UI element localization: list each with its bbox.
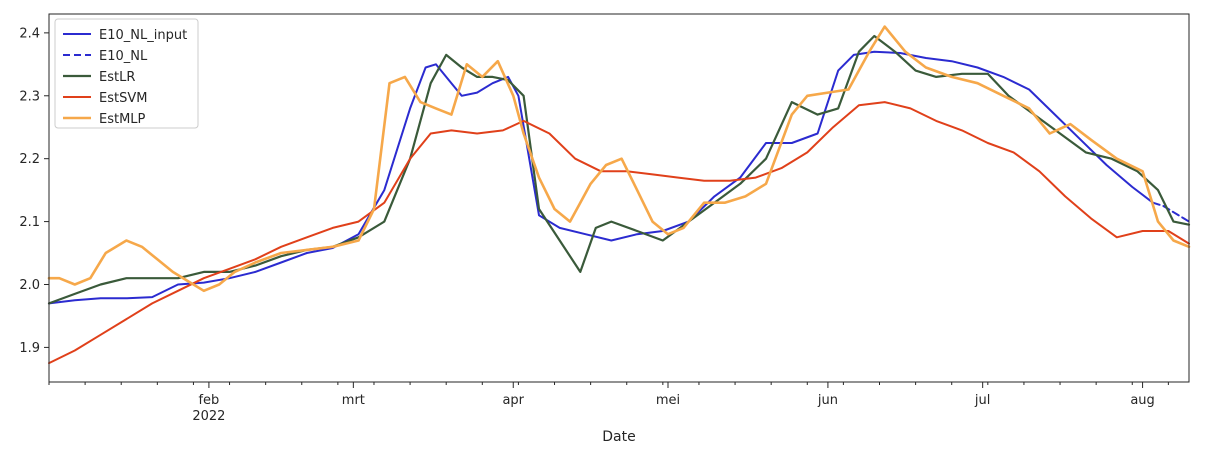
y-tick-label: 2.1 <box>19 215 40 230</box>
x-axis-title: Date <box>602 429 635 445</box>
series-line-estlr <box>47 34 1191 305</box>
legend-label: EstLR <box>99 70 135 85</box>
x-tick-label: jul <box>974 393 990 408</box>
legend-label: E10_NL_input <box>99 28 187 43</box>
x-tick-label: mrt <box>342 393 365 408</box>
y-tick-label: 1.9 <box>19 341 40 356</box>
y-axis: 1.9 2.0 2.1 2.2 2.3 2.4 <box>19 26 49 356</box>
x-tick-label: feb <box>198 393 219 408</box>
x-tick-sublabel: 2022 <box>192 409 225 424</box>
series-line-e10-nl <box>1151 201 1190 223</box>
legend-label: EstMLP <box>99 112 146 127</box>
y-tick-label: 2.2 <box>19 152 40 167</box>
plot-area <box>49 14 1189 382</box>
y-tick-label: 2.4 <box>19 26 40 41</box>
series-line-estsvm <box>48 101 1190 365</box>
legend-box <box>54 18 199 129</box>
x-tick-label: apr <box>502 393 524 408</box>
series-line-e10-nl-input <box>48 50 1154 305</box>
series-layer <box>47 25 1191 365</box>
legend: E10_NL_input E10_NL EstLR EstSVM EstMLP <box>54 18 199 129</box>
plot-frame <box>48 13 1190 383</box>
x-tick-label: mei <box>656 393 680 408</box>
x-tick-label: aug <box>1130 393 1154 408</box>
legend-label: EstSVM <box>99 91 147 106</box>
y-tick-label: 2.3 <box>19 89 40 104</box>
legend-label: E10_NL <box>99 49 148 64</box>
x-tick-label: jun <box>817 393 838 408</box>
series-line-estmlp <box>47 25 1191 293</box>
y-tick-label: 2.0 <box>19 278 40 293</box>
